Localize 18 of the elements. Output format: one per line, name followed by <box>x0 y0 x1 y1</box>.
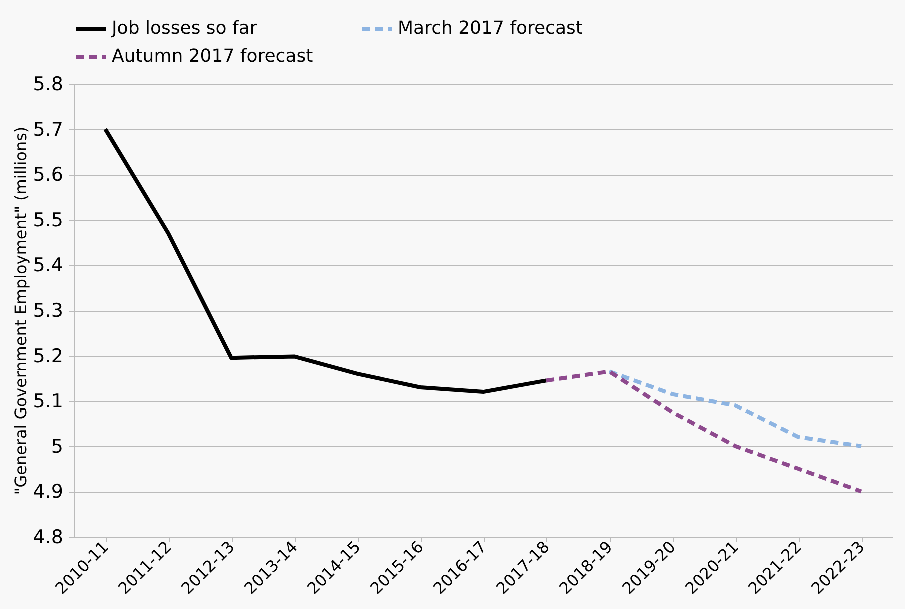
y-tick-label: 5.7 <box>33 118 64 141</box>
legend-label: Job losses so far <box>111 18 258 39</box>
legend-label: March 2017 forecast <box>398 18 583 39</box>
y-tick-label: 4.9 <box>33 481 64 504</box>
y-tick-label: 5.2 <box>33 345 64 368</box>
y-tick-label: 4.8 <box>33 526 64 548</box>
y-axis-title: "General Government Employment" (millions) <box>11 126 30 496</box>
y-tick-label: 5 <box>51 436 64 458</box>
y-tick-label: 5.4 <box>33 254 64 277</box>
legend-label: Autumn 2017 forecast <box>112 46 314 67</box>
y-tick-label: 5.5 <box>33 209 64 232</box>
y-tick-label: 5.1 <box>33 390 64 413</box>
y-tick-label: 5.8 <box>33 74 64 96</box>
y-tick-label: 5.3 <box>33 300 64 322</box>
line-series <box>104 127 548 394</box>
y-tick-label: 5.6 <box>33 164 64 186</box>
line-series <box>544 370 864 494</box>
line-series <box>608 370 864 448</box>
